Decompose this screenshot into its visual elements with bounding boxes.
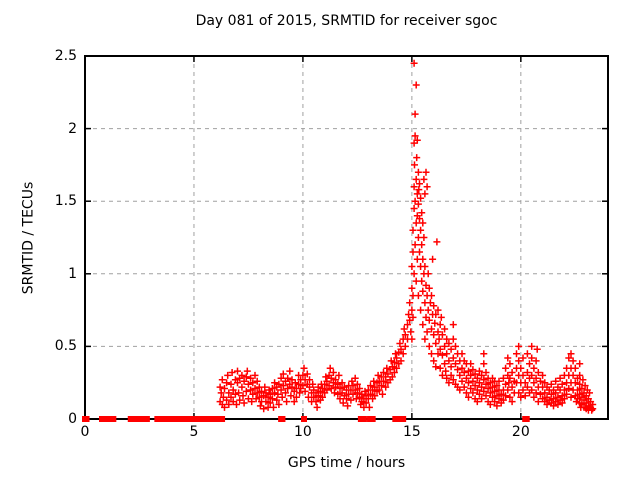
y-tick-label: 0.5 (54, 338, 77, 355)
data-points (216, 59, 597, 414)
zero-value-marker (138, 416, 145, 422)
x-tick-label: 15 (402, 424, 421, 440)
zero-value-marker (110, 416, 117, 422)
y-tick-label: 2.5 (54, 48, 77, 64)
zero-value-marker (205, 416, 212, 422)
zero-value-marker (393, 416, 400, 422)
chart-title: Day 081 of 2015, SRMTID for receiver sgo… (195, 13, 498, 29)
zero-value-marker (189, 416, 196, 422)
zero-value-marker (143, 416, 150, 422)
x-tick-label: 5 (189, 424, 199, 440)
zero-value-marker (194, 416, 201, 422)
y-tick-label: 2 (68, 120, 77, 137)
zero-value-marker (83, 416, 90, 422)
zero-value-marker (301, 416, 308, 422)
y-tick-label: 1 (68, 265, 77, 282)
zero-value-marker (279, 416, 286, 422)
x-tick-label: 0 (80, 424, 90, 440)
x-tick-label: 20 (511, 424, 530, 440)
y-tick-label: 0 (68, 411, 77, 427)
zero-value-marker (523, 416, 530, 422)
zero-value-marker (369, 416, 376, 422)
zero-value-marker (400, 416, 407, 422)
x-axis-label: GPS time / hours (287, 455, 406, 471)
zero-value-marker (102, 416, 109, 422)
plot-border (84, 55, 609, 420)
zero-value-marker (219, 416, 226, 422)
zero-value-marker (155, 416, 162, 422)
x-tick-label: 10 (293, 424, 312, 440)
zero-value-marker (357, 416, 364, 422)
zero-value-marker (360, 416, 367, 422)
y-tick-label: 1.5 (54, 193, 77, 210)
y-axis-label: SRMTID / TECUs (20, 181, 37, 295)
